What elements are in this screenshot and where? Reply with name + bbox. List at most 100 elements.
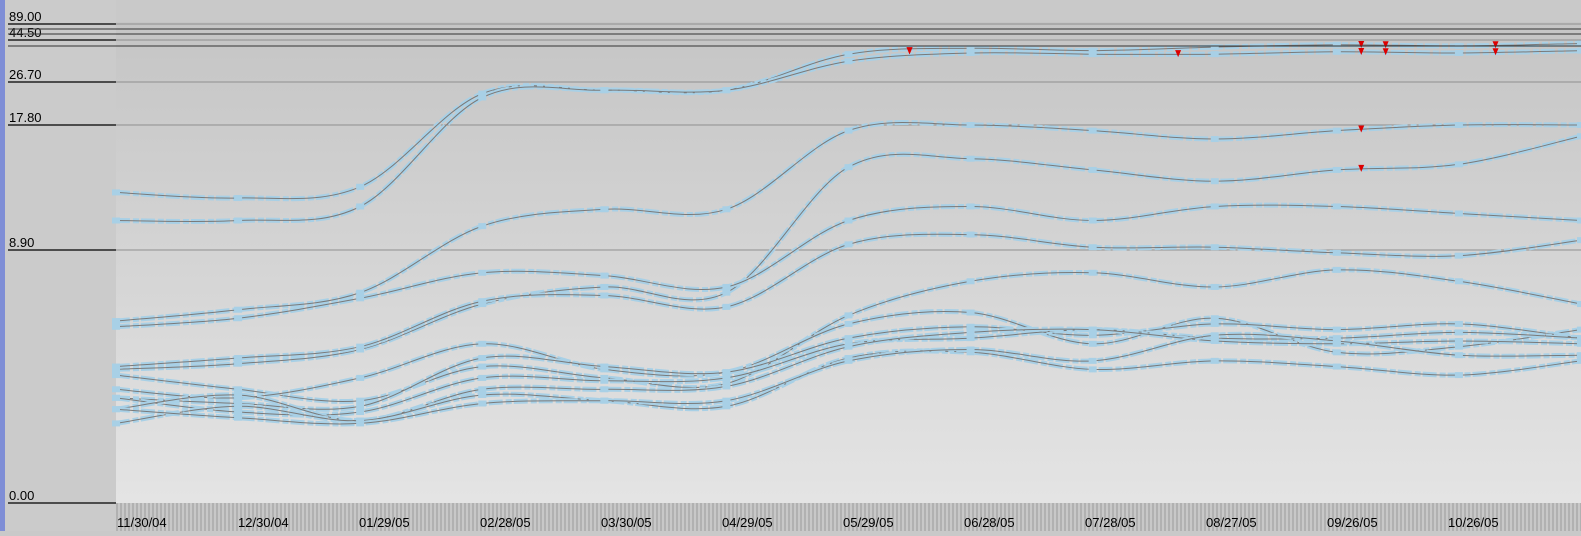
series-point — [478, 386, 487, 393]
series-point — [844, 217, 853, 224]
series-point — [722, 283, 731, 290]
series-point — [600, 272, 609, 279]
series-point — [478, 298, 487, 305]
series-layer — [112, 40, 1581, 427]
y-tick-label: 0.00 — [9, 488, 34, 503]
series-point — [1332, 337, 1341, 344]
event-marker — [906, 47, 913, 55]
series-point — [356, 403, 365, 410]
series-point — [966, 346, 975, 353]
series-point — [1577, 237, 1581, 244]
series-point — [478, 340, 487, 347]
series-point — [722, 403, 731, 410]
series-point — [844, 241, 853, 248]
series-point — [1332, 266, 1341, 273]
x-tick-label: 06/28/05 — [964, 515, 1015, 530]
series-point — [1210, 315, 1219, 322]
series-point — [1088, 166, 1097, 173]
x-tick-label: 10/26/05 — [1448, 515, 1499, 530]
x-tick-label: 12/30/04 — [238, 515, 289, 530]
series-point — [722, 289, 731, 296]
event-marker — [1175, 50, 1182, 58]
series-point — [1454, 278, 1463, 285]
series-point — [356, 203, 365, 210]
series-point — [600, 377, 609, 384]
x-tick-label: 09/26/05 — [1327, 515, 1378, 530]
series-point — [722, 374, 731, 381]
series-point — [234, 355, 243, 362]
series-point — [722, 397, 731, 404]
series-point — [1210, 51, 1219, 58]
grid-layer — [116, 23, 1581, 251]
series-point — [1088, 217, 1097, 224]
series-point — [1088, 366, 1097, 373]
series-point — [966, 335, 975, 342]
series-point — [1210, 178, 1219, 185]
series-point — [1088, 269, 1097, 276]
series-point — [844, 320, 853, 327]
series-point — [966, 203, 975, 210]
series-point — [234, 315, 243, 322]
series-point — [1088, 340, 1097, 347]
x-tick-label: 11/30/04 — [117, 515, 167, 530]
series-point — [478, 223, 487, 230]
series-point — [966, 309, 975, 316]
y-tick-label: 44.50 — [9, 25, 42, 40]
series-point — [1577, 40, 1581, 47]
series-point — [966, 49, 975, 56]
series-point — [600, 363, 609, 370]
series-point — [1454, 352, 1463, 359]
series-point — [356, 374, 365, 381]
series-point — [844, 357, 853, 364]
series-point — [112, 420, 120, 427]
series-point — [356, 183, 365, 190]
series-point — [112, 217, 120, 224]
series-point — [478, 391, 487, 398]
series-point — [1454, 49, 1463, 56]
series-point — [112, 406, 120, 413]
series-point — [1088, 127, 1097, 134]
series-point — [234, 217, 243, 224]
series-point — [844, 335, 853, 342]
event-marker — [1382, 48, 1389, 56]
x-tick-label: 05/29/05 — [843, 515, 894, 530]
series-point — [600, 87, 609, 94]
series-point — [1332, 48, 1341, 55]
series-point — [1088, 326, 1097, 333]
series-point — [1332, 249, 1341, 256]
series-point — [966, 329, 975, 336]
series-point — [356, 409, 365, 416]
series-point — [112, 189, 120, 196]
series-point — [1332, 41, 1341, 48]
series-point — [1210, 320, 1219, 327]
series-point — [1088, 244, 1097, 251]
series-point — [1577, 217, 1581, 224]
series-point — [1454, 372, 1463, 379]
series-point — [1088, 357, 1097, 364]
series-point — [966, 323, 975, 330]
series-point — [478, 400, 487, 407]
series-point — [1210, 357, 1219, 364]
series-point — [112, 394, 120, 401]
series-point — [112, 372, 120, 379]
series-point — [600, 292, 609, 299]
series-point — [1454, 161, 1463, 168]
series-point — [966, 155, 975, 162]
series-point — [1332, 166, 1341, 173]
series-point — [722, 383, 731, 390]
series-point — [1454, 337, 1463, 344]
series-point — [478, 269, 487, 276]
series-point — [722, 303, 731, 310]
event-marker — [1358, 40, 1365, 48]
series-point — [1332, 127, 1341, 134]
event-marker — [1382, 41, 1389, 49]
series-point — [1454, 320, 1463, 327]
series-point — [1210, 136, 1219, 143]
series-point — [234, 414, 243, 421]
series-point — [722, 369, 731, 376]
series-point — [600, 386, 609, 393]
series-point — [234, 409, 243, 416]
series-point — [1210, 337, 1219, 344]
series-point — [1210, 44, 1219, 51]
